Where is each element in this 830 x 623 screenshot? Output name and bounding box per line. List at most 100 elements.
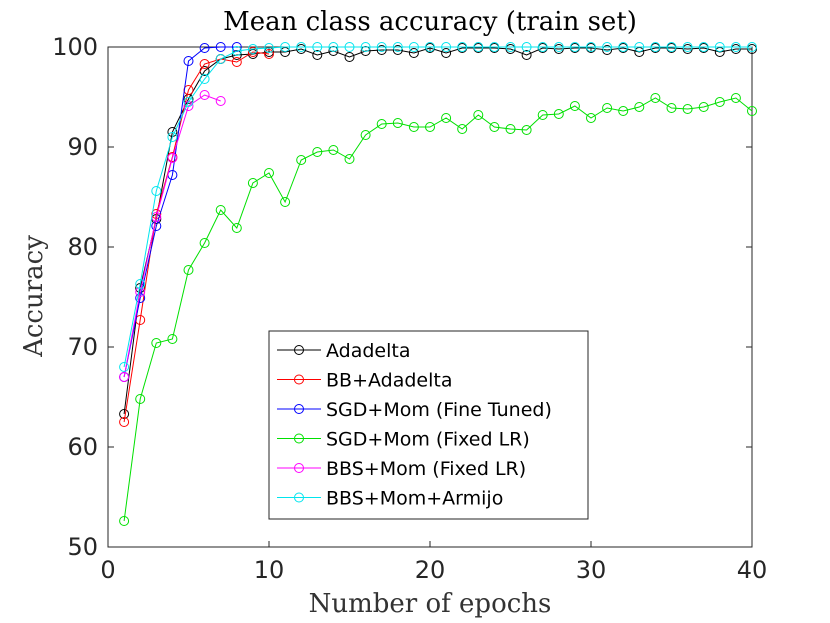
- x-tick-label: 30: [576, 556, 607, 584]
- data-point: [360, 42, 371, 52]
- data-point: [119, 362, 130, 372]
- series-layer: [119, 42, 757, 526]
- data-point: [183, 265, 194, 275]
- data-point: [489, 42, 500, 52]
- legend-marker: [294, 463, 304, 473]
- data-point: [408, 42, 419, 52]
- data-point: [215, 42, 226, 52]
- series-line: [123, 47, 752, 415]
- x-tick-label: 10: [254, 556, 285, 584]
- data-point: [747, 106, 757, 116]
- data-point: [553, 42, 564, 52]
- data-point: [602, 42, 613, 52]
- data-point: [344, 52, 355, 62]
- data-point: [344, 154, 355, 164]
- data-point: [521, 42, 532, 52]
- data-point: [119, 409, 130, 419]
- data-point: [264, 49, 274, 59]
- data-point: [441, 42, 452, 52]
- data-point: [698, 42, 709, 52]
- legend-label: Adadelta: [326, 340, 411, 362]
- data-point: [312, 147, 323, 157]
- legend-marker: [294, 345, 304, 355]
- x-tick-label: 20: [415, 556, 446, 584]
- series-line: [123, 46, 752, 368]
- data-point: [634, 102, 645, 112]
- data-point: [441, 48, 452, 58]
- data-point: [328, 42, 339, 52]
- data-point: [650, 93, 661, 103]
- data-point: [698, 102, 709, 112]
- data-point: [747, 42, 757, 52]
- data-point: [135, 394, 146, 404]
- data-point: [569, 42, 580, 52]
- y-tick-label: 80: [67, 233, 98, 261]
- data-point: [505, 124, 516, 134]
- data-point: [650, 42, 661, 52]
- legend-label: SGD+Mom (Fine Tuned): [326, 399, 552, 421]
- y-tick-label: 50: [67, 533, 98, 561]
- data-point: [586, 42, 596, 52]
- y-tick-label: 100: [52, 33, 98, 61]
- series-line: [123, 51, 270, 423]
- data-point: [505, 42, 516, 52]
- data-point: [392, 42, 403, 52]
- series-sgd-mom-fixed-lr: [119, 93, 757, 526]
- data-point: [312, 42, 323, 52]
- legend-marker: [294, 374, 304, 385]
- data-point: [376, 45, 387, 55]
- data-point: [231, 223, 242, 233]
- data-point: [634, 42, 645, 52]
- data-point: [457, 42, 468, 52]
- data-point: [167, 334, 178, 344]
- data-point: [521, 50, 532, 60]
- data-point: [457, 124, 468, 134]
- data-point: [537, 110, 548, 120]
- x-axis: 0 10 20 30 40: [100, 47, 767, 584]
- data-point: [521, 125, 532, 135]
- legend-marker: [294, 433, 304, 444]
- data-point: [199, 90, 210, 100]
- data-point: [425, 42, 435, 52]
- data-point: [247, 47, 258, 57]
- data-point: [441, 113, 452, 123]
- data-point: [247, 44, 258, 54]
- legend-item: BBS+Mom+Armijo: [277, 488, 503, 510]
- data-point: [199, 43, 210, 53]
- x-axis-label: Number of epochs: [309, 589, 552, 619]
- legend-marker: [294, 492, 304, 503]
- data-point: [537, 42, 548, 52]
- series-bbs-mom-fixed-lr: [119, 90, 226, 382]
- data-point: [376, 119, 387, 129]
- data-point: [682, 42, 693, 52]
- legend-item: SGD+Mom (Fixed LR): [277, 429, 530, 451]
- legend-item: BB+Adadelta: [277, 370, 452, 392]
- data-point: [119, 516, 130, 526]
- data-point: [360, 130, 371, 140]
- data-point: [231, 57, 242, 67]
- data-point: [376, 42, 387, 52]
- data-point: [183, 97, 194, 107]
- data-point: [489, 122, 500, 132]
- series-line: [123, 94, 221, 378]
- data-point: [569, 101, 580, 111]
- data-point: [714, 42, 725, 52]
- data-point: [586, 113, 596, 123]
- legend-label: BBS+Mom (Fixed LR): [326, 458, 526, 480]
- data-point: [135, 279, 146, 289]
- data-point: [473, 110, 484, 120]
- data-point: [119, 372, 130, 382]
- data-point: [682, 104, 693, 114]
- data-point: [135, 287, 146, 297]
- data-point: [199, 59, 210, 69]
- data-point: [730, 93, 741, 103]
- legend-item: Adadelta: [277, 340, 411, 362]
- data-point: [392, 45, 403, 55]
- data-point: [602, 45, 613, 55]
- chart-title: Mean class accuracy (train set): [223, 7, 637, 37]
- data-point: [618, 106, 629, 116]
- data-point: [199, 74, 210, 84]
- data-point: [425, 122, 435, 132]
- data-point: [312, 50, 323, 60]
